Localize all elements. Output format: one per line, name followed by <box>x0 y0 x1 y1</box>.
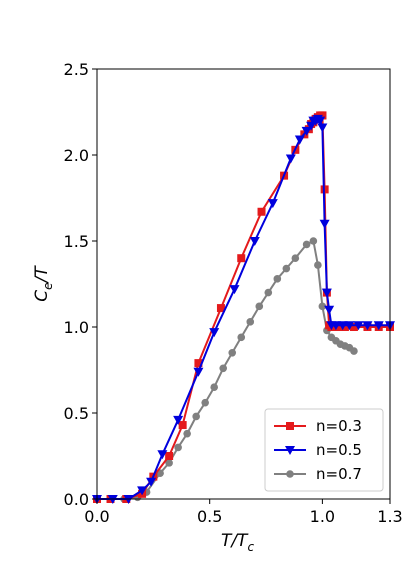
legend-box <box>264 408 384 492</box>
data-point <box>237 333 246 342</box>
x-axis-label: T/Tc <box>221 531 255 554</box>
legend-label: n=0.3 <box>316 417 362 435</box>
data-point <box>183 429 191 438</box>
plot-area <box>92 111 395 504</box>
data-point <box>309 237 318 245</box>
data-point <box>319 219 330 229</box>
data-point <box>302 240 311 249</box>
series-n=0.5 <box>92 114 395 504</box>
y-tick-label: 0.5 <box>64 404 89 423</box>
data-point <box>330 321 341 331</box>
data-point <box>321 288 332 298</box>
data-point <box>165 452 174 460</box>
y-axis-label: Ce/T <box>32 265 55 302</box>
data-point <box>178 421 187 430</box>
data-point <box>301 126 312 136</box>
data-point <box>264 288 273 297</box>
data-point <box>249 237 260 246</box>
data-point <box>285 154 296 164</box>
data-point <box>344 321 355 331</box>
data-point <box>350 347 358 355</box>
y-tick-label: 0.0 <box>64 490 89 509</box>
data-point <box>255 302 264 311</box>
data-point <box>219 364 228 373</box>
data-point <box>314 261 322 269</box>
legend-marker <box>286 422 294 430</box>
legend-entry: n=0.7 <box>274 465 362 483</box>
data-point <box>315 116 326 126</box>
data-point <box>193 367 204 377</box>
data-point <box>237 254 246 263</box>
data-point <box>246 318 255 326</box>
legend-entry: n=0.5 <box>274 441 362 459</box>
data-point <box>173 415 184 425</box>
y-tick-label: 1.5 <box>64 232 89 251</box>
data-point <box>194 359 203 368</box>
data-point <box>291 254 300 262</box>
data-point <box>273 275 282 283</box>
x-tick-label: 1.3 <box>377 507 402 526</box>
data-point <box>216 304 225 313</box>
axes: 0.0 0.5 1.0 1.3 0.0 0.5 1.0 1.5 2.0 2.5 T/Tc Ce/T <box>32 60 403 554</box>
data-point <box>157 450 168 460</box>
data-point <box>210 383 218 392</box>
data-point <box>373 321 384 331</box>
data-point <box>362 321 373 331</box>
x-tick-label: 1.0 <box>310 507 335 526</box>
legend-entry: n=0.3 <box>274 417 362 435</box>
data-point <box>201 398 209 407</box>
data-point <box>267 199 278 209</box>
legend-label: n=0.5 <box>316 441 362 459</box>
data-point <box>137 486 148 496</box>
data-point <box>353 321 364 331</box>
x-tick-label: 0.0 <box>84 507 109 526</box>
y-tick-label: 2.0 <box>64 146 89 165</box>
legend-label: n=0.7 <box>316 465 362 483</box>
data-point <box>337 321 348 331</box>
data-point <box>257 207 266 216</box>
data-point <box>317 123 328 133</box>
data-point <box>228 349 237 357</box>
data-point <box>324 305 335 315</box>
data-point <box>282 264 291 273</box>
legend: n=0.3 n=0.5 n=0.7 <box>264 408 384 492</box>
data-point <box>174 443 182 452</box>
legend-marker <box>285 446 295 455</box>
data-point <box>165 459 173 467</box>
axes-frame <box>96 68 391 500</box>
data-point <box>209 328 220 338</box>
y-tick-label: 2.5 <box>64 60 89 79</box>
data-point <box>318 302 327 311</box>
legend-marker <box>286 470 294 478</box>
data-point <box>349 323 358 331</box>
y-tick-label: 1.0 <box>64 318 89 337</box>
data-point <box>146 477 157 487</box>
data-point <box>294 135 305 145</box>
x-tick-label: 0.5 <box>197 507 222 526</box>
data-point <box>340 323 349 331</box>
data-point <box>229 285 240 295</box>
data-point <box>192 412 200 421</box>
data-point <box>334 323 343 331</box>
